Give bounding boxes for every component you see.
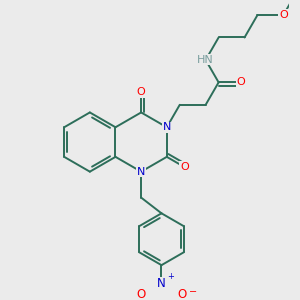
Text: O: O	[177, 288, 187, 300]
Text: N: N	[163, 122, 171, 132]
Text: N: N	[137, 167, 145, 177]
Text: O: O	[236, 77, 245, 87]
Text: N: N	[157, 277, 166, 290]
Text: O: O	[279, 10, 288, 20]
Text: O: O	[180, 162, 189, 172]
Text: H: H	[202, 55, 209, 65]
Text: +: +	[167, 272, 174, 281]
Text: HN: HN	[197, 55, 214, 65]
Text: O: O	[137, 87, 146, 97]
Text: O: O	[136, 288, 146, 300]
Text: −: −	[189, 287, 197, 297]
